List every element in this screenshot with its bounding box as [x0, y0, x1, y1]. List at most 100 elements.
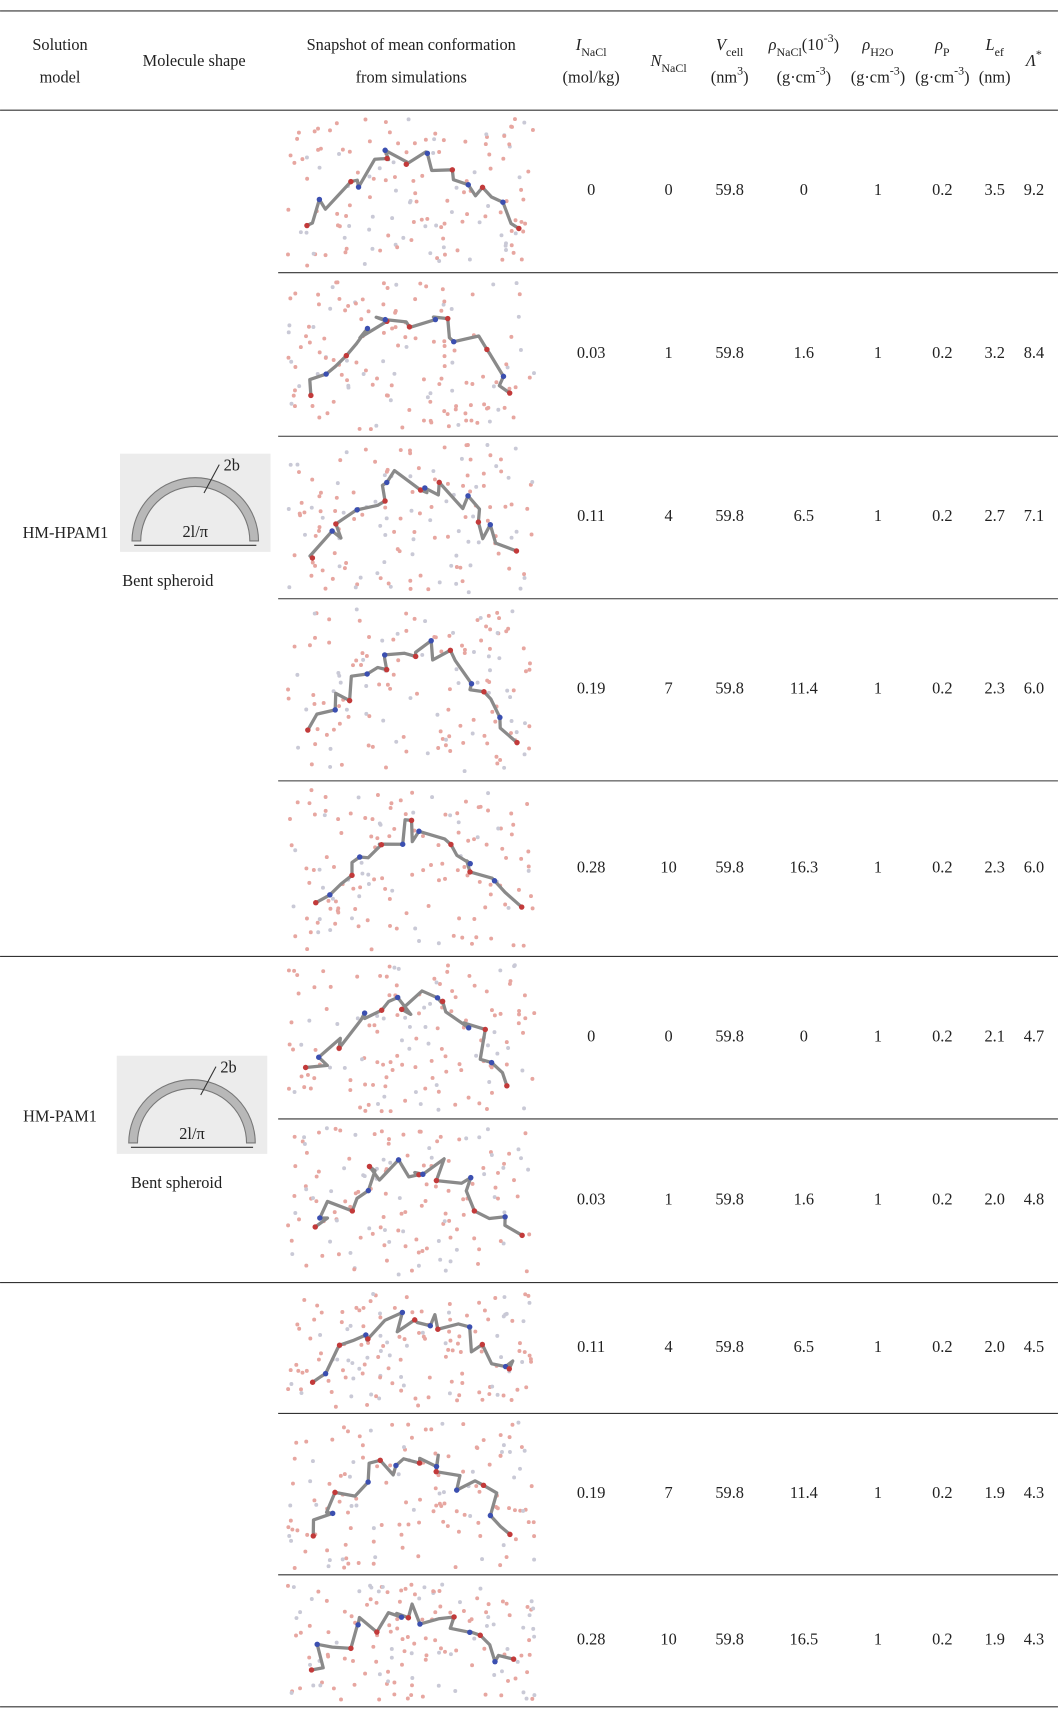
- solvent-dot: [297, 131, 301, 135]
- solvent-dot: [503, 903, 507, 907]
- solvent-dot: [364, 118, 368, 122]
- solvent-dot: [526, 1168, 530, 1172]
- solvent-dot: [395, 1627, 399, 1631]
- solvent-dot: [514, 218, 518, 222]
- solvent-dot: [317, 1358, 321, 1362]
- solvent-dot: [505, 1063, 509, 1067]
- solvent-dot: [468, 1514, 472, 1518]
- solvent-dot: [345, 378, 349, 382]
- solvent-dot: [386, 1679, 390, 1683]
- atom: [467, 1630, 472, 1635]
- solvent-dot: [399, 1588, 403, 1592]
- solvent-dot: [466, 473, 470, 477]
- solvent-dot: [442, 138, 446, 142]
- solvent-dot: [436, 843, 440, 847]
- cell: 1: [874, 1337, 882, 1356]
- cell: 4.5: [1024, 1337, 1044, 1356]
- solvent-dot: [368, 195, 372, 199]
- solvent-dot: [286, 1387, 290, 1391]
- table: SolutionmodelMolecule shapeSnapshot of m…: [0, 0, 1058, 1721]
- cell: 10: [660, 857, 676, 876]
- header-text: P: [943, 45, 950, 59]
- shape-label: 2b: [224, 456, 240, 475]
- solvent-dot: [388, 130, 392, 134]
- solvent-dot: [437, 259, 441, 263]
- solvent-dot: [346, 1358, 350, 1362]
- atom: [317, 1215, 322, 1220]
- solvent-dot: [493, 720, 497, 724]
- solvent-dot: [512, 1475, 516, 1479]
- solvent-dot: [383, 1228, 387, 1232]
- solvent-dot: [476, 1521, 480, 1525]
- header-text: NaCl: [776, 45, 802, 59]
- solvent-dot: [325, 733, 329, 737]
- solvent-dot: [502, 1394, 506, 1398]
- solvent-dot: [331, 577, 335, 581]
- solvent-dot: [318, 525, 322, 529]
- atom: [466, 1025, 471, 1030]
- header-text: ρ: [934, 35, 943, 54]
- solvent-dot: [477, 1390, 481, 1394]
- solvent-dot: [530, 1697, 534, 1701]
- solvent-dot: [475, 421, 479, 425]
- solvent-dot: [373, 460, 377, 464]
- solvent-dot: [395, 983, 399, 987]
- solvent-dot: [474, 935, 478, 939]
- solvent-dot: [424, 1025, 428, 1029]
- solvent-dot: [325, 1007, 329, 1011]
- solvent-dot: [405, 1344, 409, 1348]
- solvent-dot: [289, 1519, 293, 1523]
- solvent-dot: [392, 530, 396, 534]
- solvent-dot: [410, 1269, 414, 1273]
- solvent-dot: [447, 1159, 451, 1163]
- cell: 6.5: [794, 506, 814, 525]
- solvent-dot: [463, 411, 467, 415]
- atom: [500, 199, 505, 204]
- solvent-dot: [312, 1076, 316, 1080]
- solvent-dot: [409, 587, 413, 591]
- solvent-dot: [449, 1259, 453, 1263]
- solvent-dot: [422, 377, 426, 381]
- solvent-dot: [339, 1697, 343, 1701]
- solvent-dot: [353, 907, 357, 911]
- solvent-dot: [463, 769, 467, 773]
- solvent-dot: [316, 1590, 320, 1594]
- solvent-dot: [466, 839, 470, 843]
- solvent-dot: [508, 1613, 512, 1617]
- solvent-dot: [414, 1090, 418, 1094]
- solvent-dot: [287, 1534, 291, 1538]
- solvent-dot: [402, 1445, 406, 1449]
- solvent-dot: [412, 220, 416, 224]
- solvent-dot: [489, 167, 493, 171]
- solvent-dot: [522, 646, 526, 650]
- solvent-dot: [479, 805, 483, 809]
- solvent-dot: [448, 1391, 452, 1395]
- solvent-dot: [450, 210, 454, 214]
- atom: [416, 829, 421, 834]
- solvent-dot: [324, 253, 328, 257]
- solvent-dot: [385, 393, 389, 397]
- solvent-dot: [524, 669, 528, 673]
- solvent-dot: [317, 494, 321, 498]
- solvent-dot: [405, 911, 409, 915]
- shape-caption: Bent spheroid: [131, 1173, 222, 1192]
- solvent-dot: [309, 574, 313, 578]
- solvent-dot: [525, 1697, 529, 1701]
- solvent-dot: [517, 1012, 521, 1016]
- solvent-dot: [449, 564, 453, 568]
- solvent-dot: [404, 612, 408, 616]
- atom: [310, 1380, 315, 1385]
- solvent-dot: [462, 190, 466, 194]
- solvent-dot: [335, 121, 339, 125]
- atom: [502, 1214, 507, 1219]
- solvent-dot: [344, 1543, 348, 1547]
- solvent-dot: [332, 1686, 336, 1690]
- atom: [412, 1317, 417, 1322]
- solvent-dot: [528, 661, 532, 665]
- solvent-dot: [311, 693, 315, 697]
- header-text: ): [834, 35, 839, 54]
- solvent-dot: [371, 215, 375, 219]
- solvent-dot: [446, 482, 450, 486]
- solvent-dot: [354, 1191, 358, 1195]
- solvent-dot: [504, 248, 508, 252]
